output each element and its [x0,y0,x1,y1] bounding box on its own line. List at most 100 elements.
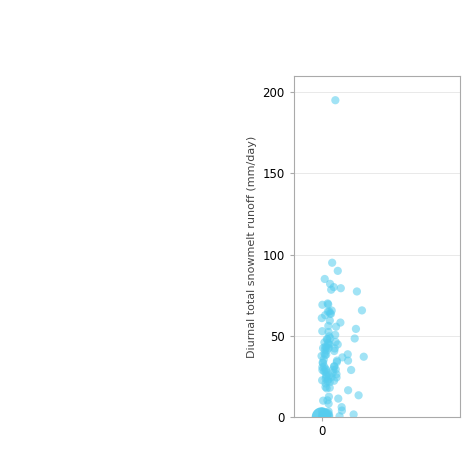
Point [322,383,329,391]
Point [328,259,336,266]
Point [319,344,327,352]
Point [331,96,339,104]
Point [321,350,328,357]
Point [322,373,330,381]
Point [320,409,328,416]
Point [322,365,329,373]
Point [322,375,329,383]
Point [319,359,327,366]
Point [323,409,330,417]
Point [318,314,326,322]
Point [327,310,335,318]
Point [332,323,340,330]
Point [324,377,331,385]
Point [322,371,330,379]
Point [323,344,330,351]
Point [326,317,334,324]
Point [353,288,361,295]
Point [334,341,341,348]
Point [325,411,333,419]
Point [328,374,335,381]
Point [360,353,367,361]
Point [319,364,326,371]
Point [332,365,339,373]
Point [320,412,328,420]
Point [338,407,346,414]
Point [324,339,332,347]
Point [333,374,340,381]
Point [329,369,337,377]
Point [326,310,334,317]
Point [325,393,333,401]
Point [330,347,338,355]
Point [326,340,334,348]
Point [335,395,342,402]
Point [328,307,336,314]
Point [323,412,330,420]
Point [347,366,355,374]
Point [326,280,334,288]
Point [324,376,332,383]
Point [344,350,352,358]
Point [319,366,326,374]
Point [351,335,358,342]
Point [321,412,329,420]
Point [320,363,328,370]
Point [352,325,360,333]
Point [321,351,329,359]
Point [318,413,325,421]
Point [329,366,337,374]
Point [325,410,332,417]
Point [331,345,338,352]
Point [325,372,333,379]
Point [321,343,329,351]
Point [325,322,332,330]
Point [323,384,330,392]
Point [319,412,327,420]
Point [321,346,329,353]
Point [320,338,328,346]
Point [321,311,329,319]
Point [327,335,334,342]
Point [321,275,328,283]
Point [319,411,327,419]
Point [334,267,342,274]
Point [330,363,338,370]
Point [333,370,340,378]
Point [319,411,326,419]
Point [324,397,331,404]
Point [320,411,328,419]
Point [322,412,330,419]
Point [324,308,332,315]
Point [325,400,332,408]
Point [322,368,329,376]
Point [330,283,337,291]
Point [319,328,326,335]
Point [321,413,329,420]
Point [321,410,329,418]
Point [326,384,334,392]
Point [333,357,341,365]
Point [322,351,330,358]
Point [330,377,338,384]
Point [344,357,352,365]
Point [332,338,339,346]
Point [325,413,333,420]
Point [333,358,341,366]
Point [321,413,328,420]
Point [318,408,326,415]
Point [319,376,326,384]
Point [319,359,327,366]
Point [319,412,326,420]
Point [320,367,328,375]
Point [320,356,328,363]
Point [322,380,329,387]
Point [326,378,334,386]
Point [320,411,328,419]
Point [323,335,331,343]
Point [325,328,332,336]
Point [330,363,338,370]
Point [337,319,344,326]
Point [319,397,327,404]
Point [324,336,331,343]
